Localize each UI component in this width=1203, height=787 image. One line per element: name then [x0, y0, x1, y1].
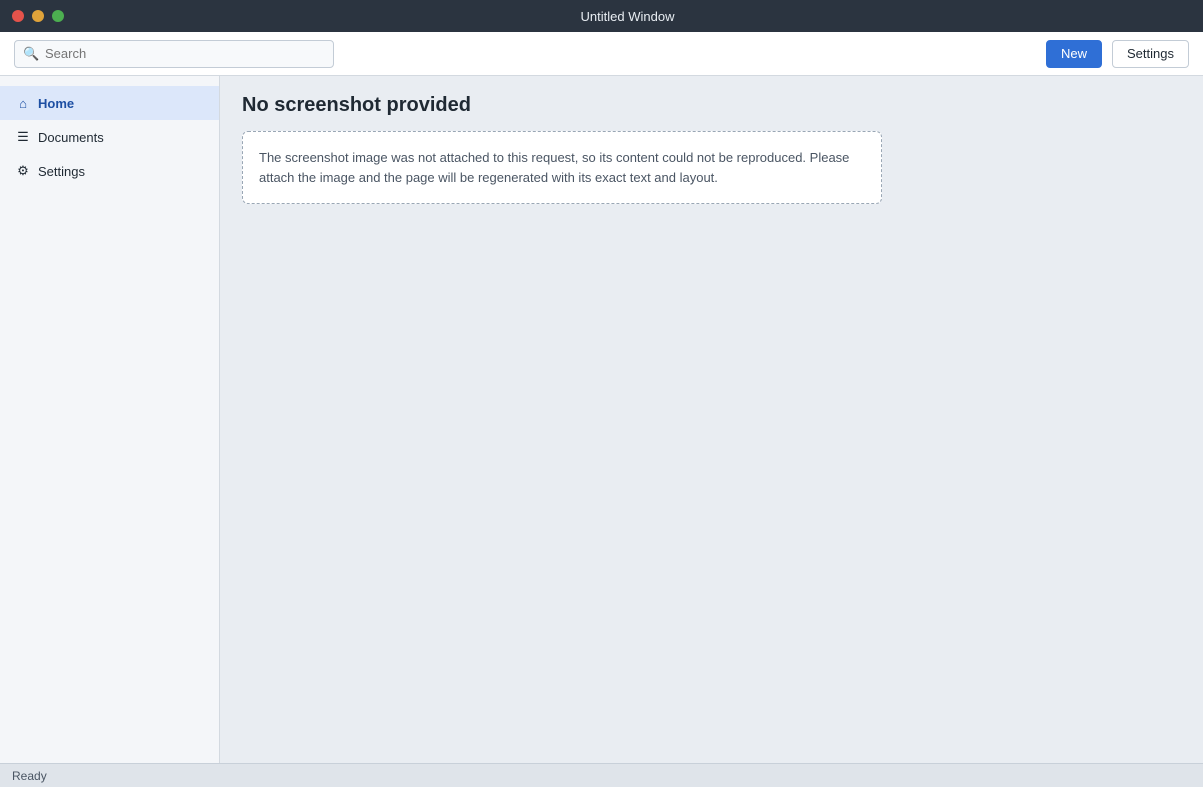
close-icon[interactable] — [12, 10, 24, 22]
sidebar-item-label: Home — [38, 95, 75, 111]
search-box[interactable]: 🔍 — [14, 39, 334, 68]
sidebar-item-label: Settings — [38, 163, 85, 179]
window-controls — [12, 10, 64, 22]
missing-image-notice: The screenshot image was not attached to… — [242, 131, 882, 204]
status-text: Ready — [12, 768, 47, 783]
status-bar: Ready — [0, 763, 1203, 787]
document-icon: ☰ — [17, 129, 29, 144]
maximize-icon[interactable] — [52, 10, 64, 22]
search-icon: 🔍 — [23, 45, 40, 61]
sidebar-item-documents[interactable]: ☰ Documents — [0, 120, 219, 154]
toolbar: 🔍 New Settings — [0, 32, 1203, 76]
window-title: Untitled Window — [580, 8, 675, 24]
title-bar: Untitled Window — [0, 0, 1203, 32]
gear-icon: ⚙ — [17, 163, 29, 178]
new-button[interactable]: New — [1046, 39, 1103, 68]
settings-button[interactable]: Settings — [1112, 39, 1189, 68]
minimize-icon[interactable] — [32, 10, 44, 22]
content-pane: No screenshot provided The screenshot im… — [220, 76, 1203, 763]
home-icon: ⌂ — [19, 95, 27, 111]
main-area: ⌂ Home ☰ Documents ⚙ Settings No screens… — [0, 76, 1203, 763]
sidebar: ⌂ Home ☰ Documents ⚙ Settings — [0, 76, 220, 763]
sidebar-item-home[interactable]: ⌂ Home — [0, 86, 219, 120]
search-input[interactable] — [43, 45, 325, 62]
sidebar-item-settings[interactable]: ⚙ Settings — [0, 154, 219, 188]
sidebar-item-label: Documents — [38, 129, 104, 145]
page-title: No screenshot provided — [242, 94, 471, 116]
